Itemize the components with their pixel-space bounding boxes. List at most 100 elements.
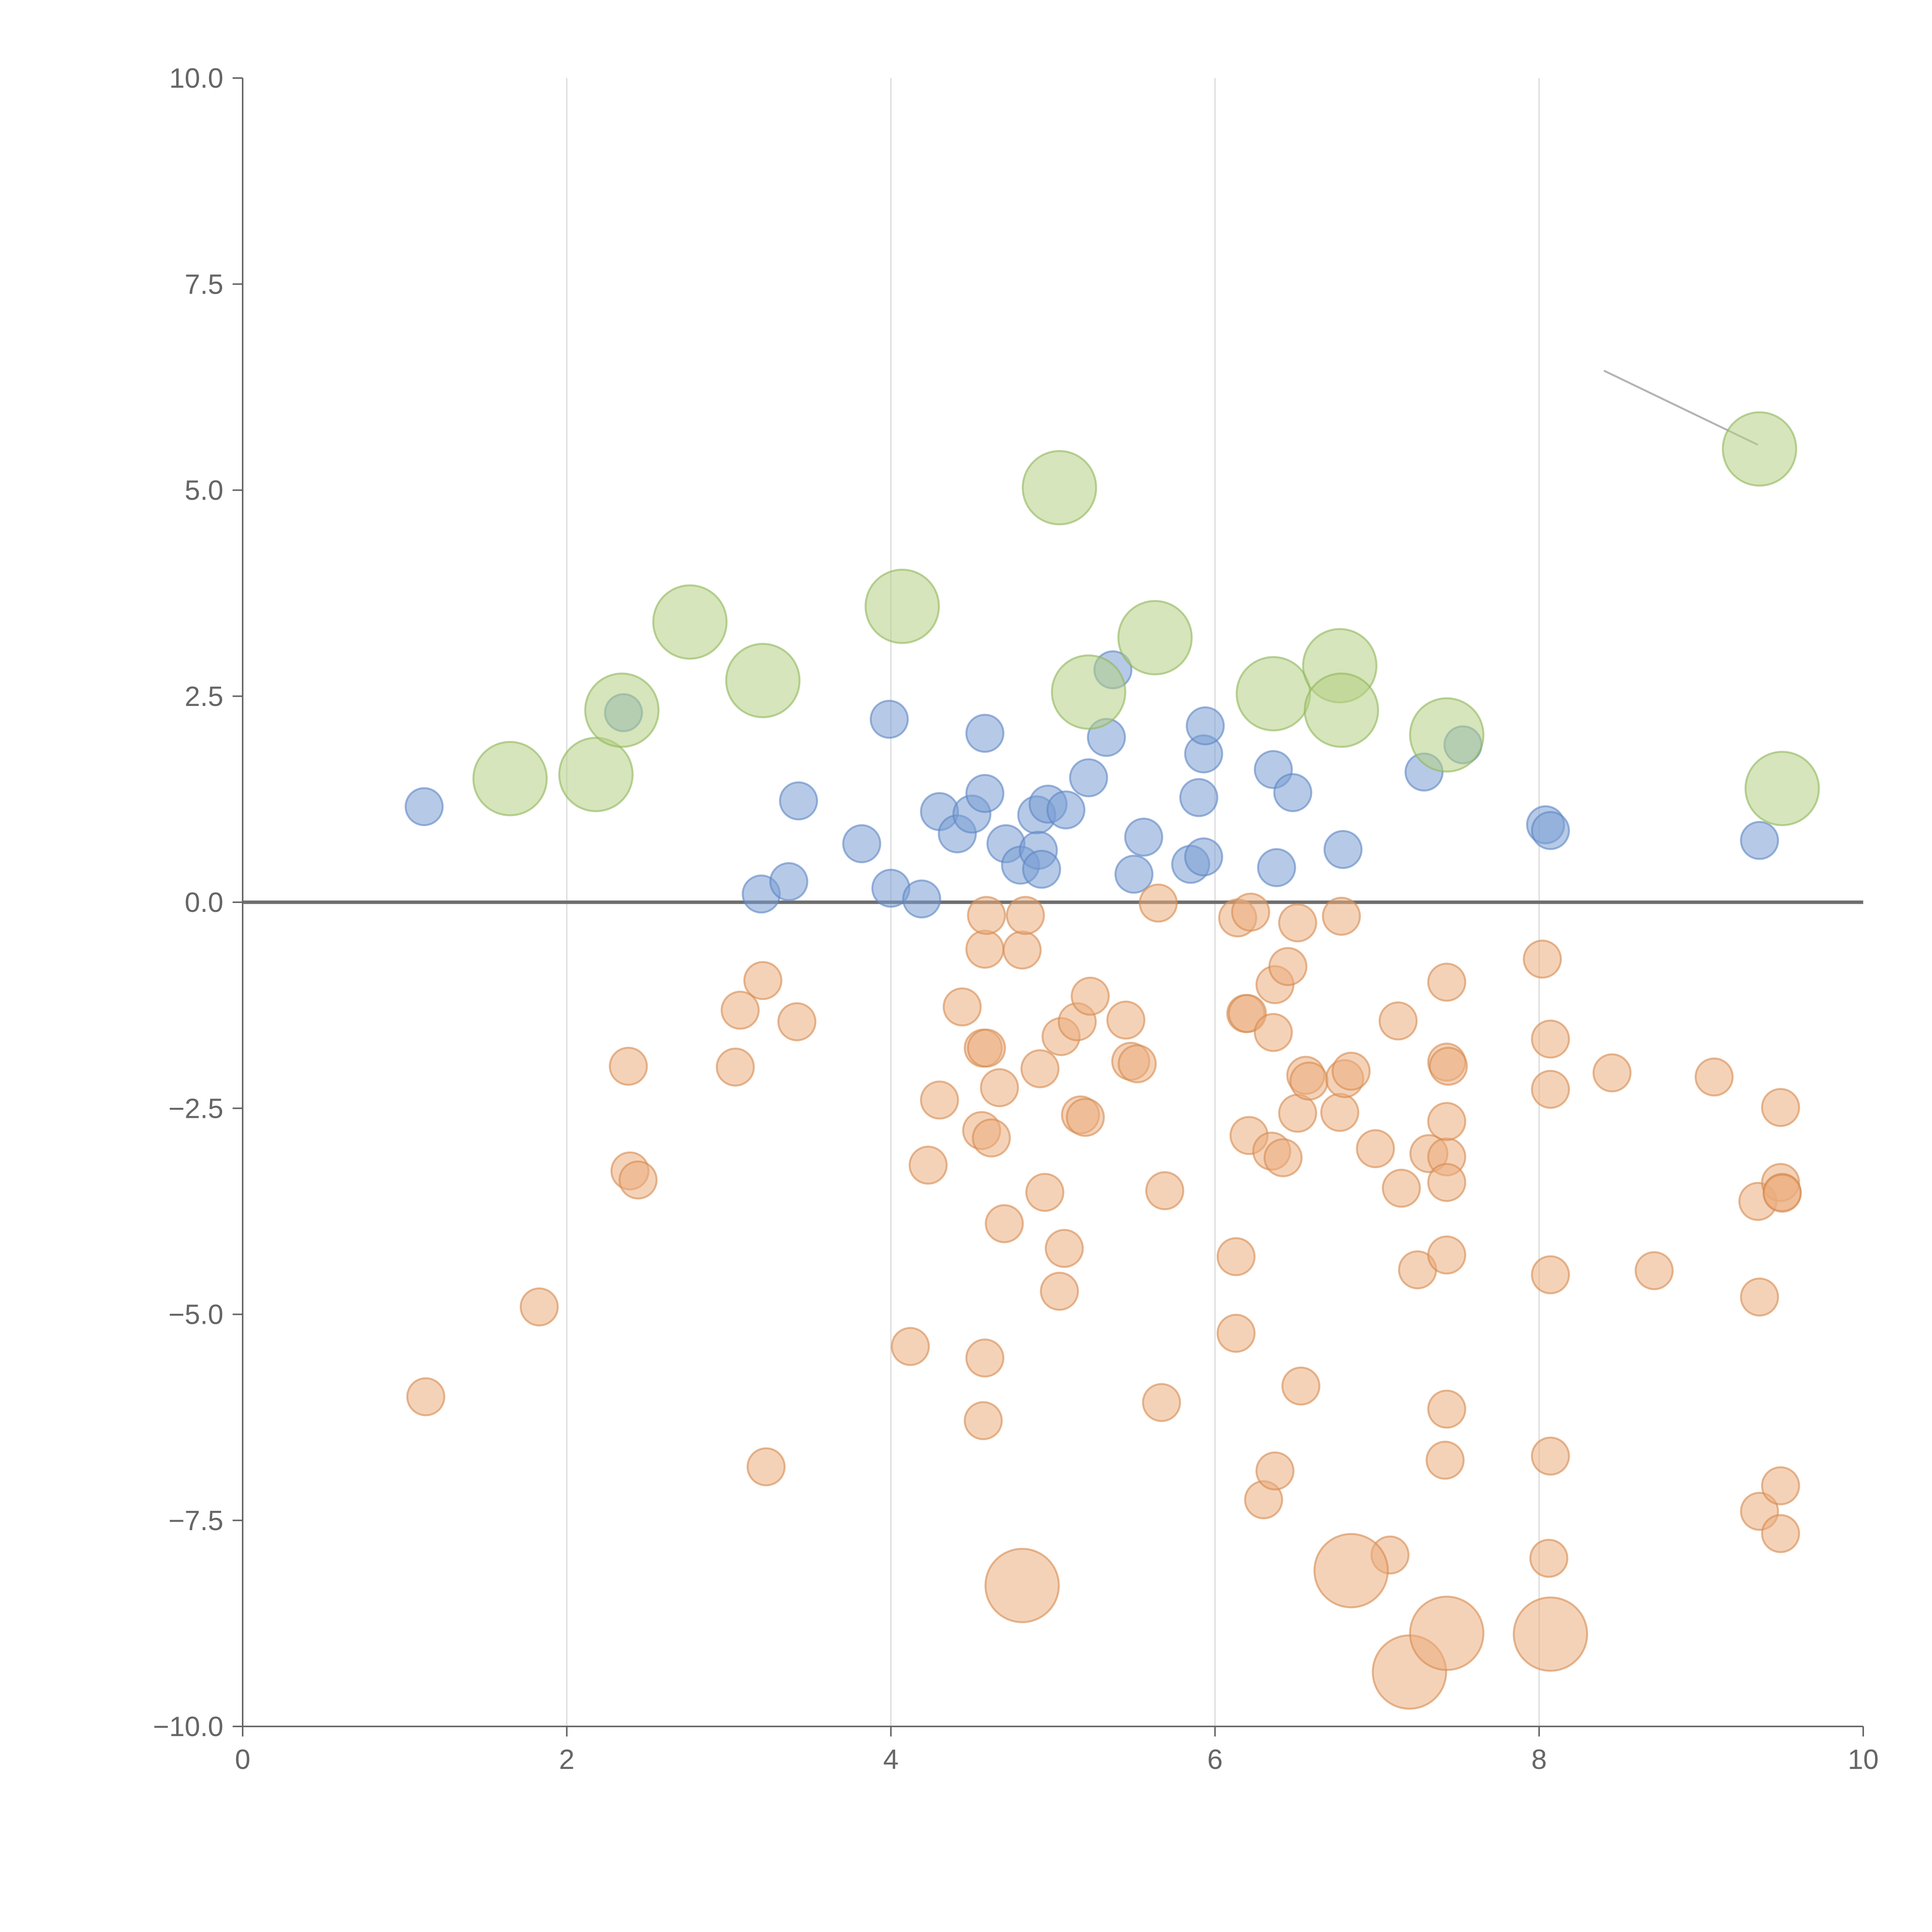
data-point-s3-1	[1313, 1533, 1389, 1609]
data-point-s0-0	[405, 787, 444, 827]
data-point-s2-83	[1531, 1255, 1570, 1294]
y-tick-label: −7.5	[168, 1505, 223, 1536]
data-point-s2-70	[1425, 1440, 1465, 1480]
data-point-s1-0	[472, 741, 548, 816]
data-point-s2-0	[406, 1377, 446, 1417]
data-point-s2-63	[1332, 1051, 1371, 1091]
data-point-s0-5	[842, 824, 881, 864]
data-point-s2-15	[964, 1401, 1003, 1440]
data-point-s2-92	[1761, 1466, 1800, 1505]
data-point-s2-7	[743, 961, 782, 1000]
data-point-s2-13	[942, 987, 982, 1027]
data-point-s2-21	[972, 1118, 1011, 1158]
data-point-s2-24	[1002, 930, 1042, 970]
series-3	[984, 1533, 1588, 1710]
data-point-s2-76	[1427, 1389, 1466, 1429]
x-tick-label: 6	[1207, 1744, 1223, 1775]
y-axis-ticks: −10.0 −7.5 −5.0 −2.5 0.0 2.5 5.0 7.5 10.0	[153, 63, 243, 1742]
data-point-s2-59	[1289, 1061, 1329, 1101]
data-point-s1-1	[558, 736, 634, 812]
data-point-s3-0	[984, 1548, 1060, 1623]
data-point-s2-77	[1427, 1102, 1466, 1141]
data-point-s0-4	[779, 781, 818, 821]
data-point-s2-91	[1761, 1514, 1800, 1553]
data-point-s2-34	[1070, 976, 1110, 1016]
data-point-s2-66	[1378, 1001, 1418, 1041]
data-points	[405, 411, 1820, 1710]
data-point-s2-47	[1231, 893, 1270, 932]
y-tick-label: −10.0	[153, 1711, 223, 1742]
data-point-s0-21	[1069, 758, 1108, 798]
data-point-s0-33	[1273, 773, 1313, 812]
data-point-s0-32	[1257, 848, 1296, 887]
data-point-s1-13	[1722, 411, 1798, 487]
data-point-s2-85	[1592, 1053, 1632, 1093]
x-axis-ticks: 0 2 4 6 8 10	[235, 1726, 1879, 1775]
y-tick-label: −2.5	[168, 1093, 223, 1124]
data-point-s2-25	[1006, 896, 1045, 935]
data-point-s2-64	[1356, 1129, 1395, 1168]
data-point-s2-12	[920, 1080, 959, 1120]
data-point-s2-42	[1216, 1237, 1256, 1276]
data-point-s2-19	[967, 896, 1006, 935]
data-point-s2-81	[1531, 1436, 1570, 1476]
series-2	[406, 883, 1802, 1578]
data-point-s2-56	[1278, 903, 1317, 942]
data-point-s2-26	[1020, 1049, 1060, 1088]
data-point-s2-41	[1216, 1314, 1256, 1353]
data-point-s1-12	[1409, 697, 1485, 773]
data-point-s0-6	[869, 699, 909, 739]
data-point-s2-80	[1529, 1539, 1568, 1578]
data-point-s0-18	[1022, 850, 1061, 889]
data-point-s0-20	[1046, 790, 1086, 830]
data-point-s2-96	[1762, 1173, 1802, 1213]
y-tick-label: 5.0	[185, 475, 223, 506]
data-point-s2-10	[891, 1327, 930, 1366]
data-point-s3-4	[1513, 1596, 1588, 1672]
data-point-s2-20	[967, 1029, 1006, 1068]
data-point-s2-61	[1322, 896, 1361, 936]
data-point-s1-6	[1022, 450, 1097, 526]
data-point-s2-1	[520, 1287, 559, 1327]
data-point-s2-78	[1429, 1046, 1468, 1086]
x-tick-label: 8	[1531, 1744, 1547, 1775]
data-point-s2-54	[1268, 947, 1308, 986]
data-point-s2-4	[618, 1160, 658, 1200]
data-point-s1-4	[725, 643, 801, 718]
data-point-s2-52	[1255, 1451, 1295, 1491]
data-point-s3-3	[1409, 1595, 1485, 1671]
data-point-s0-39	[1740, 821, 1779, 860]
data-point-s1-2	[584, 672, 660, 748]
data-point-s1-11	[1304, 672, 1379, 748]
data-point-s2-6	[721, 990, 760, 1030]
data-point-s2-57	[1281, 1366, 1321, 1406]
data-point-s2-53	[1264, 1138, 1303, 1177]
y-tick-label: 2.5	[185, 681, 223, 712]
data-point-s0-8	[902, 879, 941, 918]
data-point-s2-35	[1106, 1000, 1146, 1040]
data-point-s0-28	[1184, 837, 1223, 877]
data-point-s2-75	[1427, 963, 1466, 1002]
x-tick-label: 4	[883, 1744, 899, 1775]
data-point-s0-25	[1124, 817, 1163, 857]
data-point-s2-9	[777, 1002, 816, 1041]
y-tick-label: 0.0	[185, 887, 223, 918]
data-point-s0-34	[1323, 830, 1363, 869]
data-point-s1-9	[1235, 656, 1311, 731]
data-point-s2-11	[908, 1145, 948, 1185]
data-point-s1-8	[1117, 600, 1193, 675]
data-point-s0-24	[1114, 854, 1154, 894]
data-point-s2-18	[965, 930, 1005, 969]
x-tick-label: 10	[1848, 1744, 1879, 1775]
data-point-s2-30	[1044, 1229, 1084, 1268]
data-point-s1-3	[652, 584, 728, 660]
data-point-s0-13	[965, 774, 1005, 813]
y-tick-label: −5.0	[168, 1299, 223, 1330]
data-point-s2-73	[1427, 1235, 1466, 1275]
data-point-s0-27	[1179, 778, 1218, 817]
data-point-s2-23	[985, 1204, 1024, 1243]
data-point-s0-38	[1531, 811, 1570, 850]
data-point-s2-2	[609, 1046, 648, 1086]
data-point-s2-38	[1139, 883, 1178, 923]
